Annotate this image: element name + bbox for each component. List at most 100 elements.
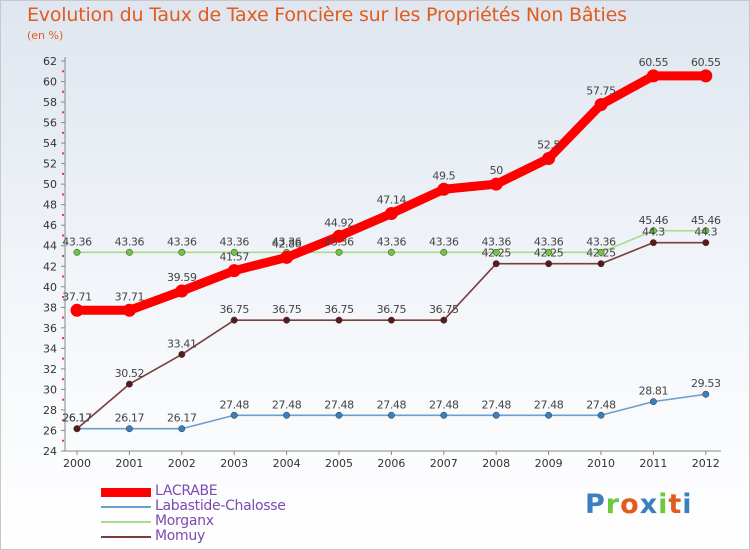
data-label: 26.17 [62,412,92,425]
legend-label: Momuy [155,528,205,544]
y-tick-label: 40 [43,281,57,294]
logo-letter: i [658,489,669,520]
data-point [283,411,291,419]
y-minor-mark [62,398,64,401]
data-label: 43.36 [586,235,616,248]
data-label: 44.92 [324,216,354,229]
data-point [175,284,189,298]
x-tick-label: 2000 [63,457,91,470]
y-tick-label: 26 [43,424,57,437]
data-point [73,248,81,256]
legend-swatch [101,536,151,538]
data-point [699,69,713,83]
data-point [492,248,500,256]
y-minor-mark [62,70,64,73]
data-point [542,152,556,165]
data-point [597,248,605,256]
x-tick-label: 2005 [325,457,353,470]
data-point [280,250,294,264]
data-label: 42.25 [534,247,564,260]
data-point [178,350,186,358]
data-point [646,69,660,83]
data-label: 43.36 [219,235,249,248]
data-point [440,248,448,256]
data-label: 45.46 [691,214,721,227]
data-label: 47.14 [377,194,407,207]
data-point [230,411,238,419]
data-label: 42.25 [586,247,616,260]
y-minor-mark [62,131,64,134]
data-point [384,207,398,221]
legend-swatch [101,521,151,523]
y-tick-label: 56 [43,117,57,130]
data-label: 27.48 [586,398,616,411]
data-point [227,264,241,278]
data-point [387,316,395,324]
legend-label: Morganx [155,513,214,529]
data-point [437,182,451,196]
data-point [387,248,395,256]
y-minor-mark [62,152,64,155]
data-point [178,248,186,256]
legend-label: Labastide-Chalosse [155,498,286,514]
data-point [545,248,553,256]
y-tick-label: 24 [43,445,57,458]
data-label: 26.17 [115,412,145,425]
y-tick-label: 46 [43,219,57,232]
data-label: 43.36 [115,235,145,248]
data-label: 41.57 [219,251,249,264]
data-label: 43.36 [481,235,511,248]
data-label: 50 [490,164,504,177]
data-point [489,177,503,191]
data-point [440,411,448,419]
y-minor-mark [62,296,64,299]
data-point [492,411,500,419]
data-label: 44.3 [694,226,717,239]
y-tick-label: 28 [43,404,57,417]
data-label: 29.53 [691,377,721,390]
y-tick-label: 38 [43,301,57,314]
data-point [594,98,608,112]
data-point [122,303,136,317]
data-point [73,425,81,433]
y-tick-label: 62 [43,55,57,68]
data-label: 36.75 [219,303,249,316]
data-label: 39.59 [167,271,197,284]
data-label: 60.55 [639,56,669,69]
y-minor-mark [62,90,64,93]
y-minor-mark [62,378,64,381]
data-label: 42.25 [481,247,511,260]
x-tick-label: 2001 [115,457,143,470]
data-label: 26.17 [167,412,197,425]
data-label: 27.48 [324,398,354,411]
x-tick-label: 2007 [430,457,458,470]
data-point [702,239,710,247]
data-label: 43.36 [62,235,92,248]
data-point [387,411,395,419]
data-label: 36.75 [272,303,302,316]
data-label: 30.52 [115,367,145,380]
data-point [125,380,133,388]
data-label: 42.86 [272,237,302,250]
data-label: 37.71 [62,290,92,303]
data-point [649,239,657,247]
y-tick-label: 32 [43,363,57,376]
data-point [545,411,553,419]
x-tick-label: 2003 [220,457,248,470]
data-label: 27.48 [219,398,249,411]
y-tick-label: 54 [43,137,57,150]
data-label: 43.36 [429,235,459,248]
data-label: 27.48 [272,398,302,411]
y-minor-mark [62,316,64,319]
data-point [597,411,605,419]
logo-letter: P [585,489,606,520]
y-tick-label: 44 [43,240,57,253]
data-label: 57.75 [586,85,616,98]
data-label: 49.5 [432,169,455,182]
y-tick-label: 42 [43,260,57,273]
data-point [178,425,186,433]
legend-label: LACRABE [155,483,218,499]
data-label: 27.48 [534,398,564,411]
y-minor-mark [62,193,64,196]
x-tick-label: 2002 [168,457,196,470]
